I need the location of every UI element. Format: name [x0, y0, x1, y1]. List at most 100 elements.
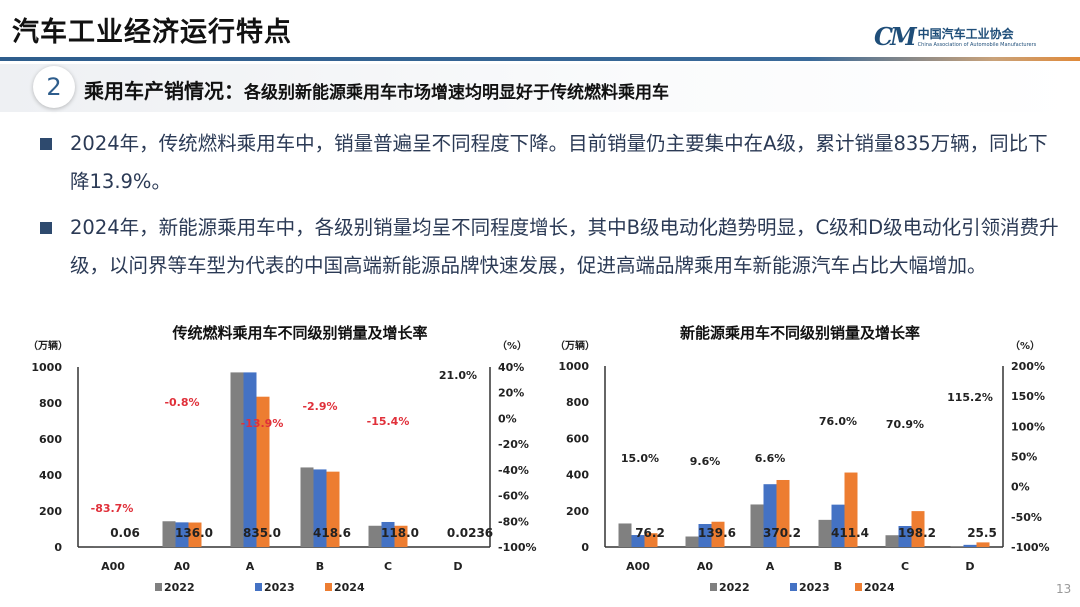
bar-2022-C: [368, 525, 382, 547]
y-axis-label: （万辆）: [28, 339, 68, 352]
legend-label: 2024: [334, 581, 365, 594]
y-tick-label: 200: [566, 505, 589, 518]
bar-2024-B: [326, 471, 340, 547]
bar-2023-C: [381, 521, 395, 547]
y2-tick-label: 20%: [498, 387, 524, 400]
growth-label: -13.9%: [241, 417, 284, 430]
y-tick-label: 0: [54, 541, 62, 554]
bar-2022-A: [230, 372, 244, 547]
x-tick-label: B: [834, 560, 842, 573]
y-tick-label: 600: [39, 433, 62, 446]
x-tick-label: A: [766, 560, 775, 573]
y-tick-label: 1000: [31, 361, 62, 374]
bar-2024-C: [911, 511, 925, 547]
bullet-item: 2024年，新能源乘用车中，各级别销量均呈不同程度增长，其中B级电动化趋势明显，…: [40, 209, 1060, 285]
bar-2023-A: [243, 372, 257, 547]
bar-2024-D: [976, 542, 990, 547]
logo-en: China Association of Automobile Manufact…: [917, 42, 1037, 48]
bar-2023-B: [313, 469, 327, 547]
y2-tick-label: 50%: [1011, 451, 1037, 464]
y-tick-label: 400: [566, 469, 589, 482]
y2-tick-label: -20%: [498, 438, 529, 451]
bar-2022-B: [818, 519, 832, 547]
value-label: 370.2: [763, 526, 801, 540]
y2-tick-label: -50%: [1011, 511, 1042, 524]
legend-label: 2022: [164, 581, 195, 594]
bar-2022-D: [950, 546, 964, 547]
header-divider: [0, 57, 1080, 61]
y2-tick-label: -40%: [498, 464, 529, 477]
x-tick-label: A00: [626, 560, 650, 573]
x-tick-label: A0: [174, 560, 191, 573]
x-tick-label: C: [901, 560, 909, 573]
caam-logo: CM 中国汽车工业协会 China Association of Automob…: [874, 22, 1036, 51]
x-tick-label: A00: [101, 560, 125, 573]
value-label: 76.2: [635, 526, 665, 540]
bullet-text: 2024年，传统燃料乘用车中，销量普遍呈不同程度下降。目前销量仍主要集中在A级，…: [70, 132, 1048, 193]
logo-cn: 中国汽车工业协会: [917, 27, 1014, 41]
section-bar: [0, 64, 1080, 112]
y2-tick-label: -100%: [1011, 541, 1050, 554]
y2-tick-label: 100%: [1011, 420, 1045, 433]
y-tick-label: 800: [566, 396, 589, 409]
y-axis-label: （万辆）: [555, 339, 595, 352]
legend-label: 2022: [719, 581, 750, 594]
y-tick-label: 600: [566, 432, 589, 445]
bar-2023-B: [831, 504, 845, 547]
y2-tick-label: 40%: [498, 361, 524, 374]
bar-2023-D: [963, 544, 977, 547]
bullet-item: 2024年，传统燃料乘用车中，销量普遍呈不同程度下降。目前销量仍主要集中在A级，…: [40, 125, 1060, 201]
value-label: 198.2: [898, 526, 936, 540]
x-tick-label: D: [965, 560, 974, 573]
x-tick-label: C: [384, 560, 392, 573]
y2-tick-label: 0%: [498, 412, 517, 425]
growth-label: -15.4%: [367, 415, 410, 428]
section-title: 乘用车产销情况：各级别新能源乘用车市场增速均明显好于传统燃料乘用车: [84, 75, 669, 104]
bar-2022-B: [300, 467, 314, 547]
y2-tick-label: -60%: [498, 490, 529, 503]
bar-2024-B: [844, 472, 858, 547]
y2-tick-label: -100%: [498, 541, 537, 554]
growth-label: 76.0%: [819, 415, 857, 428]
bar-2024-A0: [188, 522, 202, 547]
y-tick-label: 800: [39, 397, 62, 410]
legend-label: 2024: [864, 581, 895, 594]
growth-label: -2.9%: [302, 400, 337, 413]
bar-2022-A0: [162, 521, 176, 547]
x-tick-label: B: [316, 560, 324, 573]
growth-label: 9.6%: [690, 455, 721, 468]
bar-2024-A0: [711, 521, 725, 547]
growth-label: -0.8%: [164, 396, 199, 409]
growth-label: 21.0%: [439, 369, 477, 382]
value-label: 118.0: [381, 526, 419, 540]
growth-label: 15.0%: [621, 452, 659, 465]
legend-swatch: [325, 583, 332, 591]
value-label: 136.0: [175, 526, 213, 540]
growth-label: 6.6%: [755, 452, 786, 465]
x-tick-label: A0: [697, 560, 714, 573]
bullet-text: 2024年，新能源乘用车中，各级别销量均呈不同程度增长，其中B级电动化趋势明显，…: [70, 216, 1059, 277]
bar-2024-A00: [644, 533, 658, 547]
legend-swatch: [255, 583, 262, 591]
bullet-square-icon: [40, 138, 52, 150]
page-title: 汽车工业经济运行特点: [12, 17, 292, 48]
bar-2022-A0: [685, 536, 699, 547]
page-number: 13: [1056, 582, 1072, 596]
bar-2023-C: [898, 526, 912, 547]
legend-swatch: [155, 583, 162, 591]
y2-tick-label: 200%: [1011, 360, 1045, 373]
bar-2023-A0: [698, 524, 712, 547]
bar-2024-C: [394, 525, 408, 547]
growth-label: 115.2%: [947, 391, 993, 404]
chart-title: 新能源乘用车不同级别销量及增长率: [680, 324, 920, 342]
legend-swatch: [855, 583, 862, 591]
bullet-list: 2024年，传统燃料乘用车中，销量普遍呈不同程度下降。目前销量仍主要集中在A级，…: [40, 125, 1060, 293]
bar-2023-A00: [631, 535, 645, 547]
legend-swatch: [710, 583, 717, 591]
section-title-main: 乘用车产销情况：: [84, 79, 244, 103]
bar-2022-A00: [618, 523, 632, 547]
growth-label: 70.9%: [886, 418, 924, 431]
y2-tick-label: 150%: [1011, 390, 1045, 403]
value-label: 0.06: [110, 526, 140, 540]
